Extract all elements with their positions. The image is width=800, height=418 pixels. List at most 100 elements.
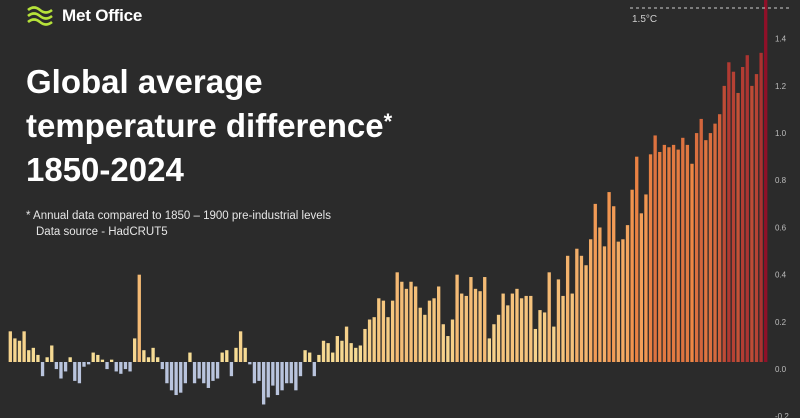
bar-1939 (418, 307, 422, 362)
bar-1937 (409, 281, 413, 362)
bar-1929 (372, 317, 376, 362)
bar-1997 (685, 144, 690, 362)
bar-1858 (45, 357, 49, 362)
bar-1988 (644, 194, 648, 362)
bar-1875 (123, 362, 128, 370)
bar-1940 (423, 314, 427, 362)
bar-1868 (91, 352, 95, 362)
bar-1978 (598, 227, 602, 362)
bar-1960 (515, 288, 519, 362)
bar-1996 (681, 137, 685, 362)
bar-1938 (413, 286, 418, 362)
y-tick-label: 0.8 (775, 176, 787, 185)
bar-1914 (303, 350, 307, 362)
bar-1969 (556, 279, 561, 362)
bar-1893 (206, 362, 211, 388)
bar-1884 (165, 362, 169, 384)
y-tick-label: 0.0 (775, 365, 787, 374)
bar-1979 (602, 246, 607, 362)
bar-1949 (464, 295, 468, 362)
bar-2007 (731, 71, 736, 362)
bar-1859 (50, 345, 54, 362)
bar-1962 (524, 295, 528, 362)
bar-1919 (326, 343, 330, 362)
bar-1951 (473, 288, 478, 362)
brand-logo: Met Office (26, 4, 142, 28)
bar-1973 (575, 248, 579, 362)
bar-1935 (400, 281, 404, 362)
bar-2011 (750, 85, 754, 362)
bar-1976 (589, 239, 593, 362)
bar-1943 (437, 286, 441, 362)
bar-1987 (639, 213, 643, 362)
y-tick-label: 1.2 (775, 82, 787, 91)
title-line-1: Global average (26, 63, 263, 100)
bar-1948 (460, 293, 464, 362)
y-axis-ticks: 1.4 1.2 1.0 0.8 0.6 0.4 0.2 0.0 -0.2 (775, 35, 789, 418)
bar-1855 (31, 347, 35, 362)
bar-1921 (335, 336, 339, 362)
bar-1865 (77, 362, 82, 384)
bar-1923 (344, 326, 349, 362)
bar-1896 (220, 352, 224, 362)
bar-1977 (593, 203, 597, 362)
bar-1930 (377, 298, 381, 362)
bar-2013 (759, 52, 763, 363)
y-tick-label: 1.4 (775, 35, 787, 44)
bar-1950 (469, 277, 473, 362)
threshold-label: 1.5°C (632, 14, 657, 25)
bar-1952 (478, 291, 482, 362)
bar-1931 (381, 300, 386, 362)
bar-1959 (510, 293, 515, 362)
bar-1903 (252, 362, 257, 384)
bar-1879 (142, 350, 146, 362)
y-tick-label: -0.2 (775, 412, 789, 418)
bar-1994 (671, 144, 676, 362)
bar-2003 (713, 123, 717, 362)
bar-1944 (441, 324, 445, 362)
bar-1885 (169, 362, 174, 391)
bar-1909 (280, 362, 284, 391)
bar-1907 (271, 362, 275, 386)
bar-1899 (234, 347, 238, 362)
bar-1915 (308, 352, 312, 362)
bar-1856 (36, 354, 40, 362)
bar-1900 (238, 331, 243, 362)
bar-1995 (676, 149, 680, 362)
bar-1922 (340, 340, 344, 362)
page-title: Global average temperature difference* 1… (26, 60, 496, 192)
bar-1998 (690, 163, 694, 362)
bar-2006 (727, 62, 731, 362)
bar-1971 (565, 255, 570, 362)
bar-1942 (432, 298, 436, 362)
bar-1861 (59, 362, 63, 379)
bar-1866 (82, 362, 86, 367)
bar-1876 (128, 362, 132, 372)
bar-1905 (261, 362, 266, 405)
bar-1867 (86, 362, 91, 365)
bar-1972 (570, 293, 574, 362)
bar-1908 (275, 362, 280, 396)
bar-1851 (13, 338, 17, 362)
bar-1860 (54, 362, 59, 370)
bar-1989 (648, 154, 653, 362)
bar-2009 (741, 67, 745, 362)
bar-1898 (229, 362, 234, 377)
bar-1924 (349, 343, 353, 362)
bar-1983 (621, 239, 625, 362)
bar-1897 (225, 350, 229, 362)
bar-1864 (73, 362, 77, 381)
bar-1881 (151, 347, 155, 362)
title-line-3: 1850-2024 (26, 151, 184, 188)
bar-1854 (27, 350, 31, 362)
bar-1967 (547, 272, 551, 362)
bar-1882 (156, 357, 160, 362)
bar-1990 (653, 135, 657, 362)
met-office-logo-icon (27, 6, 53, 26)
bar-2014 (764, 0, 768, 363)
bar-1955 (492, 324, 496, 362)
bar-1869 (96, 354, 100, 362)
bar-1895 (215, 362, 220, 379)
bar-1982 (616, 241, 620, 362)
